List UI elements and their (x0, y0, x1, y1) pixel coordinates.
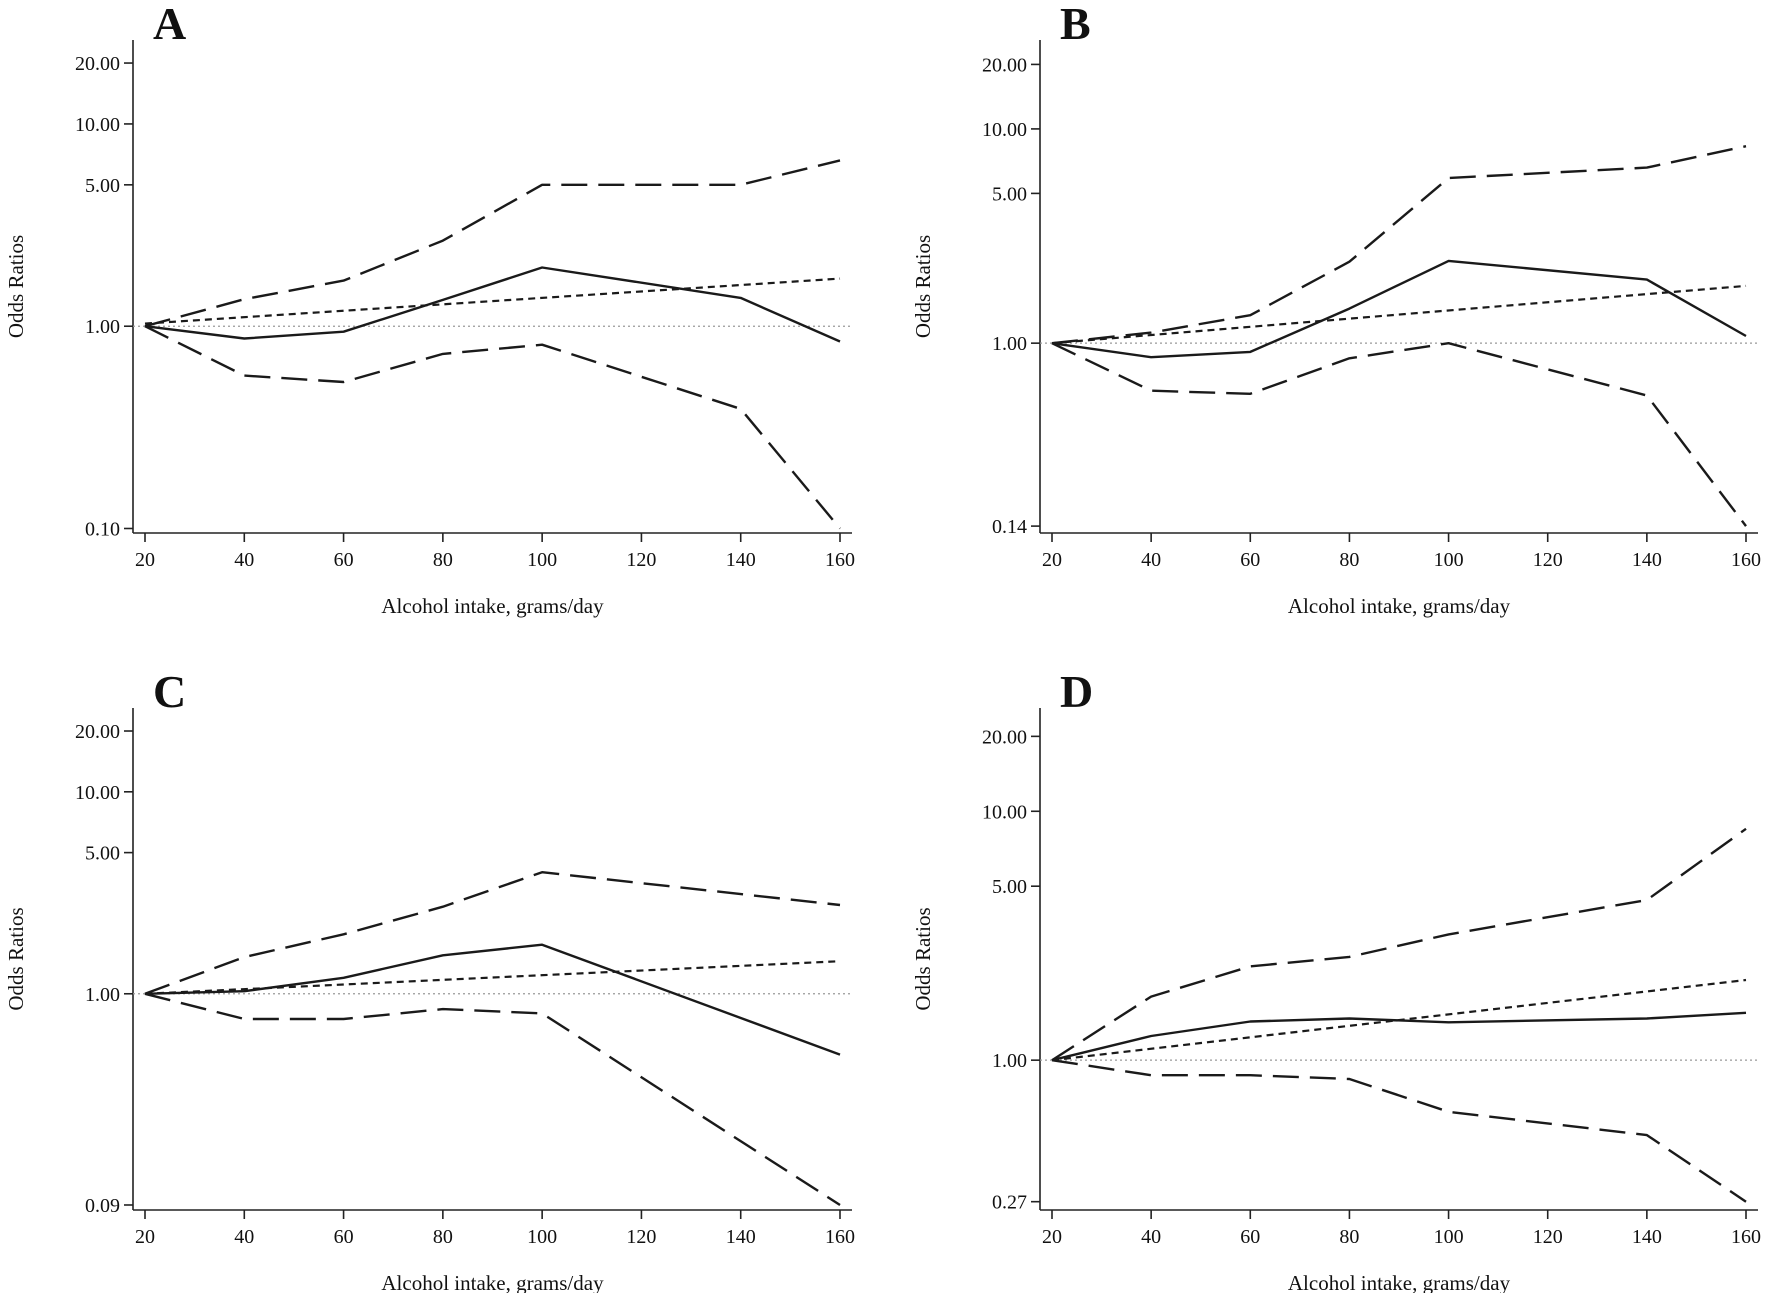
x-tick-label: 20 (1042, 549, 1062, 571)
x-tick-label: 120 (626, 549, 656, 571)
x-tick-label: 40 (1141, 549, 1161, 571)
x-tick-label: 160 (1731, 549, 1761, 571)
x-tick-label: 160 (825, 1226, 855, 1248)
y-tick-label: 0.09 (85, 1195, 120, 1217)
y-tick-label: 5.00 (992, 876, 1027, 898)
x-tick-label: 40 (234, 549, 254, 571)
y-tick-label: 5.00 (85, 843, 120, 865)
x-tick-label: 100 (527, 549, 557, 571)
x-tick-label: 160 (825, 549, 855, 571)
panel-c: C 0.09 1.00 5.00 10.00 20.00 20 40 60 80 100 120 140… (4, 666, 855, 1293)
series-line-long-dash (144, 325, 841, 530)
series-line-long-dash (144, 992, 841, 1207)
x-axis-title: Alcohol intake, grams/day (1288, 594, 1511, 618)
y-tick-label: 0.27 (992, 1192, 1027, 1214)
series-line-long-dash (1051, 145, 1747, 345)
x-tick-label: 60 (334, 1226, 354, 1248)
x-tick-label: 140 (1632, 1226, 1662, 1248)
series-line-solid (1051, 259, 1747, 359)
y-axis-title: Odds Ratios (911, 907, 935, 1010)
series-line-long-dash (144, 871, 841, 995)
x-tick-label: 100 (1434, 1226, 1464, 1248)
series-line-short-dash (144, 277, 841, 325)
x-axis-title: Alcohol intake, grams/day (381, 594, 604, 618)
y-axis-title: Odds Ratios (4, 235, 28, 338)
x-tick-label: 120 (626, 1226, 656, 1248)
x-tick-label: 100 (1434, 549, 1464, 571)
y-tick-label: 10.00 (75, 114, 120, 136)
y-tick-label: 20.00 (982, 54, 1027, 76)
x-tick-label: 80 (1339, 549, 1359, 571)
y-tick-label: 5.00 (85, 175, 120, 197)
series-line-long-dash (1051, 827, 1747, 1062)
y-tick-label: 10.00 (982, 801, 1027, 823)
y-tick-label: 1.00 (85, 316, 120, 338)
y-tick-label: 20.00 (982, 726, 1027, 748)
y-tick-label: 1.00 (992, 333, 1027, 355)
x-tick-label: 160 (1731, 1226, 1761, 1248)
series-line-short-dash (144, 960, 841, 995)
x-tick-label: 80 (1339, 1226, 1359, 1248)
x-tick-label: 120 (1533, 549, 1563, 571)
panel-d: D 0.27 1.00 5.00 10.00 20.00 20 40 60 80 100 120 140… (911, 666, 1761, 1293)
x-tick-label: 120 (1533, 1226, 1563, 1248)
x-tick-label: 140 (726, 1226, 756, 1248)
y-axis-title: Odds Ratios (911, 235, 935, 338)
series-line-long-dash (144, 159, 841, 328)
x-axis-title: Alcohol intake, grams/day (1288, 1271, 1511, 1293)
y-tick-label: 20.00 (75, 721, 120, 743)
x-tick-label: 60 (1240, 549, 1260, 571)
panel-letter: C (153, 666, 186, 717)
series-line-solid (144, 943, 841, 1056)
y-tick-label: 0.14 (992, 516, 1027, 538)
x-tick-label: 100 (527, 1226, 557, 1248)
series-line-solid (144, 266, 841, 343)
series-line-long-dash (1051, 1059, 1747, 1203)
x-tick-label: 20 (1042, 1226, 1062, 1248)
series-line-solid (1051, 1011, 1747, 1062)
panel-letter: D (1060, 666, 1093, 717)
x-tick-label: 20 (135, 549, 155, 571)
y-tick-label: 1.00 (992, 1050, 1027, 1072)
series-line-short-dash (1051, 284, 1747, 345)
x-tick-label: 20 (135, 1226, 155, 1248)
x-tick-label: 60 (334, 549, 354, 571)
x-tick-label: 140 (1632, 549, 1662, 571)
y-tick-label: 1.00 (85, 984, 120, 1006)
y-tick-label: 0.10 (85, 518, 120, 540)
x-tick-label: 40 (234, 1226, 254, 1248)
panel-b: B 0.14 1.00 5.00 10.00 20.00 20 40 60 80 100 120 140… (911, 0, 1761, 618)
panel-letter: A (153, 0, 186, 49)
x-tick-label: 80 (433, 549, 453, 571)
y-tick-label: 20.00 (75, 53, 120, 75)
series-line-short-dash (1051, 978, 1747, 1062)
series-line-long-dash (1051, 342, 1747, 527)
x-tick-label: 40 (1141, 1226, 1161, 1248)
y-tick-label: 10.00 (75, 782, 120, 804)
y-tick-label: 5.00 (992, 183, 1027, 205)
y-axis-title: Odds Ratios (4, 907, 28, 1010)
x-axis-title: Alcohol intake, grams/day (381, 1271, 604, 1293)
x-tick-label: 80 (433, 1226, 453, 1248)
x-tick-label: 60 (1240, 1226, 1260, 1248)
panel-letter: B (1060, 0, 1091, 49)
x-tick-label: 140 (726, 549, 756, 571)
y-tick-label: 10.00 (982, 119, 1027, 141)
panel-a: A 0.10 1.00 5.00 10.00 20.00 20 40 60 80 100 120 140… (4, 0, 855, 618)
